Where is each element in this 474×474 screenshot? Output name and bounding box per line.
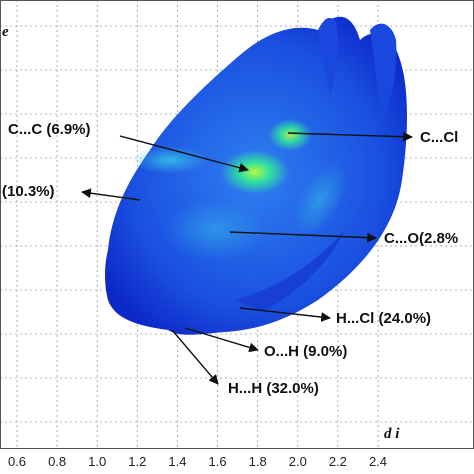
label-o-h: O...H (9.0%) [264,343,347,360]
distribution-spike-right [370,23,397,121]
axis-labels: e d i [2,24,400,442]
x-tick-label: 1.8 [249,454,267,469]
x-tick-label: 2.4 [369,454,387,469]
x-tick-label: 2.0 [289,454,307,469]
label-c-c: C...C (6.9%) [8,121,91,138]
x-tick-label: 2.2 [329,454,347,469]
x-tick-label: 0.8 [48,454,66,469]
hot-region-upper [268,119,312,151]
x-tick-label: 1.0 [88,454,106,469]
label-h-h: H...H (32.0%) [228,380,319,397]
distribution-spike-left [318,17,338,95]
arrow-c-c [119,135,249,173]
hot-region-main [221,150,289,194]
fingerprint-distribution [105,16,407,335]
x-axis-label: d i [384,426,400,442]
label-10-3: (10.3%) [2,183,55,200]
y-axis-label: e [2,24,9,40]
arrow-h-cl [239,307,331,322]
x-tick-label: 0.6 [8,454,26,469]
warm-region-ridge [293,163,347,237]
arrow-c-o [229,231,377,243]
arrow-10-3 [81,188,141,201]
arrow-h-h [171,329,219,385]
label-c-cl: C...Cl [420,129,458,146]
annotations: C...C (6.9%) C...Cl (10.3%) C...O(2.8% H… [2,121,458,397]
arrow-c-cl [287,131,413,142]
label-c-o: C...O(2.8% [384,230,458,247]
x-tick-label: 1.4 [168,454,186,469]
arrow-o-h [184,327,259,353]
x-tick-label: 1.2 [128,454,146,469]
label-h-cl: H...Cl (24.0%) [336,310,431,327]
x-tick-labels: 0.6 0.8 1.0 1.2 1.4 1.6 1.8 2.0 2.2 2.4 [8,454,387,469]
warm-region-left [132,146,208,174]
distribution-lower-wing [235,230,345,312]
warm-region-mid [165,200,265,260]
x-tick-label: 1.6 [209,454,227,469]
